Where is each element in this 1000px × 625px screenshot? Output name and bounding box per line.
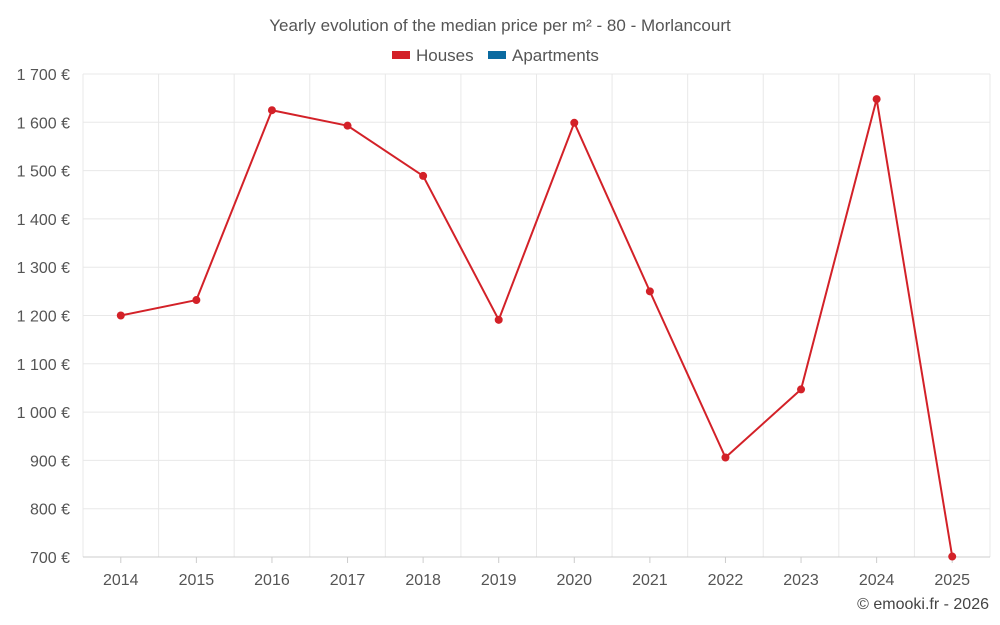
- x-tick-label: 2017: [330, 572, 366, 589]
- y-tick-label: 1 100 €: [17, 357, 70, 374]
- x-tick-label: 2020: [556, 572, 592, 589]
- legend-label-apartments[interactable]: Apartments: [512, 46, 599, 65]
- legend-label-houses[interactable]: Houses: [416, 46, 474, 65]
- credit-text: © emooki.fr - 2026: [857, 596, 989, 613]
- legend-swatch-apartments: [488, 51, 506, 59]
- y-tick-label: 1 400 €: [17, 212, 70, 229]
- data-point-houses-2020[interactable]: [570, 118, 579, 127]
- data-point-houses-2022[interactable]: [721, 453, 730, 462]
- y-tick-label: 700 €: [30, 550, 70, 567]
- x-tick-label: 2025: [934, 572, 970, 589]
- series-line-houses: [120, 98, 954, 557]
- y-tick-label: 900 €: [30, 453, 70, 470]
- x-tick-label: 2024: [859, 572, 895, 589]
- data-point-houses-2016[interactable]: [267, 106, 276, 115]
- chart-title: Yearly evolution of the median price per…: [269, 16, 731, 35]
- x-tick-label: 2015: [179, 572, 215, 589]
- data-point-houses-2023[interactable]: [797, 385, 806, 394]
- series: [116, 95, 957, 561]
- y-tick-label: 1 600 €: [17, 115, 70, 132]
- data-point-houses-2025[interactable]: [948, 552, 957, 561]
- x-tick-label: 2021: [632, 572, 668, 589]
- data-point-houses-2019[interactable]: [494, 315, 503, 324]
- x-tick-label: 2018: [405, 572, 441, 589]
- data-point-houses-2021[interactable]: [645, 287, 654, 296]
- legend: Houses Apartments: [392, 46, 599, 65]
- grid: [82, 73, 991, 558]
- x-tick-label: 2022: [708, 572, 744, 589]
- data-point-houses-2018[interactable]: [419, 171, 428, 180]
- y-tick-label: 1 200 €: [17, 309, 70, 326]
- x-tick-label: 2016: [254, 572, 290, 589]
- x-tick-label: 2023: [783, 572, 819, 589]
- legend-swatch-houses: [392, 51, 410, 59]
- data-point-houses-2015[interactable]: [192, 296, 201, 305]
- data-point-houses-2017[interactable]: [343, 121, 352, 130]
- y-tick-label: 1 000 €: [17, 405, 70, 422]
- y-tick-label: 1 500 €: [17, 164, 70, 181]
- y-tick-label: 800 €: [30, 502, 70, 519]
- data-point-houses-2024[interactable]: [872, 95, 881, 104]
- y-tick-label: 1 700 €: [17, 67, 70, 84]
- axes: 700 € 800 € 900 € 1 000 € 1 100 € 1 200 € 1 30…: [17, 67, 990, 589]
- data-point-houses-2014[interactable]: [116, 311, 125, 320]
- y-tick-label: 1 300 €: [17, 260, 70, 277]
- x-tick-label: 2014: [103, 572, 139, 589]
- x-tick-label: 2019: [481, 572, 517, 589]
